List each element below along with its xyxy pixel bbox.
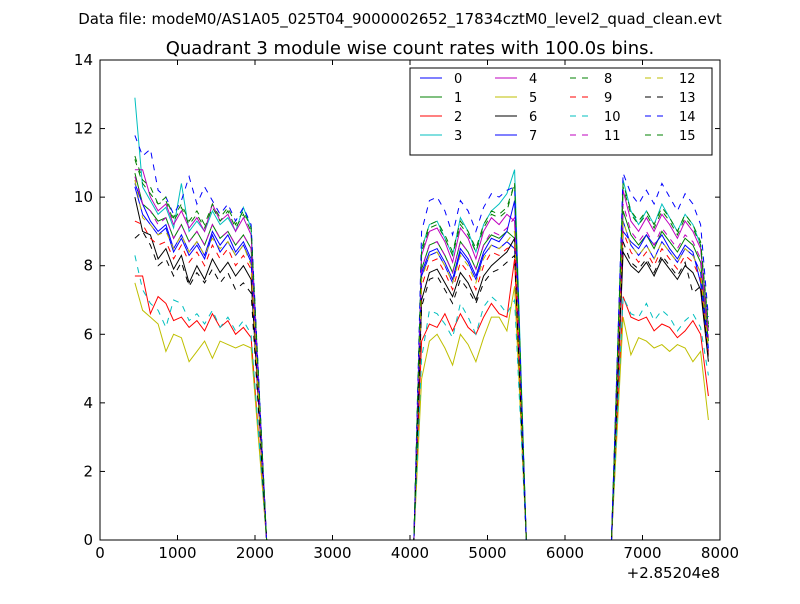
x-tick-label: 6000 — [546, 544, 584, 562]
series-line-2 — [134, 258, 709, 541]
legend-label-13: 13 — [679, 91, 696, 106]
y-tick-label: 8 — [83, 257, 93, 275]
legend-label-2: 2 — [454, 110, 462, 125]
series-line-11 — [134, 176, 709, 541]
series-line-5 — [134, 282, 709, 541]
legend-label-15: 15 — [679, 129, 696, 144]
series-line-15 — [134, 155, 709, 541]
y-tick-label: 14 — [74, 51, 93, 69]
x-tick-label: 0 — [95, 544, 105, 562]
x-tick-label: 5000 — [468, 544, 506, 562]
y-tick-label: 10 — [74, 188, 93, 206]
series-line-14 — [134, 135, 709, 541]
figure-suptitle: Data file: modeM0/AS1A05_025T04_90000026… — [78, 10, 722, 29]
series-line-7 — [134, 183, 709, 541]
y-tick-label: 2 — [83, 462, 93, 480]
legend-label-11: 11 — [604, 129, 621, 144]
series-layer — [134, 97, 709, 541]
legend-label-1: 1 — [454, 91, 462, 106]
series-line-3 — [134, 97, 709, 541]
legend-label-8: 8 — [604, 72, 612, 87]
legend-label-0: 0 — [454, 72, 462, 87]
x-tick-label: 4000 — [391, 544, 429, 562]
y-tick-label: 12 — [74, 120, 93, 138]
chart-title: Quadrant 3 module wise count rates with … — [166, 38, 655, 59]
x-offset-label: +2.85204e8 — [627, 564, 720, 582]
y-tick-label: 6 — [83, 325, 93, 343]
x-tick-label: 7000 — [623, 544, 661, 562]
legend-label-12: 12 — [679, 72, 696, 87]
x-tick-label: 1000 — [158, 544, 196, 562]
axis-ticks: 0 1000 2000 3000 4000 5000 6000 7000 80000246810… — [74, 51, 739, 562]
legend-label-9: 9 — [604, 91, 612, 106]
series-line-10 — [134, 255, 709, 541]
x-tick-label: 2000 — [236, 544, 274, 562]
y-tick-label: 0 — [83, 531, 93, 549]
legend-frame — [409, 67, 713, 156]
legend-label-7: 7 — [529, 129, 537, 144]
y-tick-label: 4 — [83, 394, 93, 412]
legend-label-5: 5 — [529, 91, 537, 106]
legend-label-4: 4 — [529, 72, 537, 87]
series-line-6 — [134, 196, 709, 541]
legend-label-6: 6 — [529, 110, 537, 125]
legend-label-3: 3 — [454, 129, 462, 144]
series-line-9 — [134, 220, 709, 541]
series-line-12 — [134, 179, 709, 541]
x-tick-label: 8000 — [701, 544, 739, 562]
legend-label-10: 10 — [604, 110, 621, 125]
legend-label-14: 14 — [679, 110, 696, 125]
x-tick-label: 3000 — [313, 544, 351, 562]
